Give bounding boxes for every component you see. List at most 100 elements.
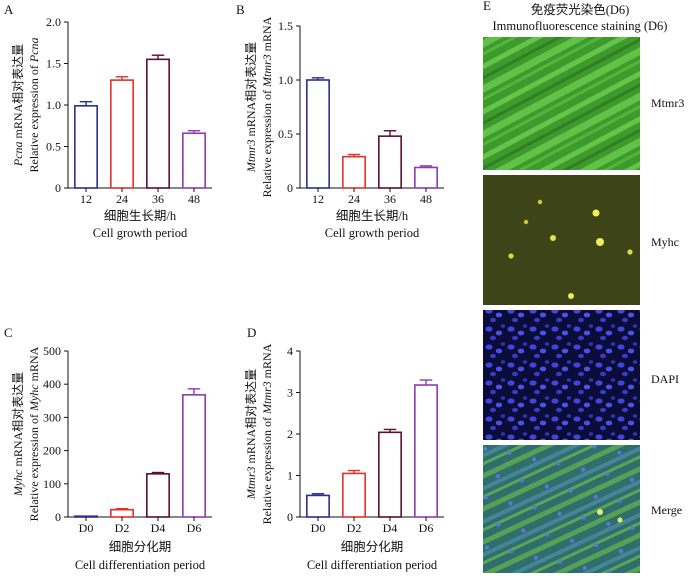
bar <box>342 472 366 518</box>
x-tick-label: D4 <box>151 521 166 535</box>
x-tick-label: 48 <box>188 192 200 206</box>
y-axis-label-en-suffix: mRNA <box>260 343 274 381</box>
bar <box>74 105 98 189</box>
chart-a: A 0 0.5 1.0 1.5 2.0 12 24 36 48 细胞生长期/h Cell growth… <box>4 2 212 240</box>
y-axis-label-cn-text: mRNA相对表达量 <box>244 42 258 140</box>
x-tick-label: 36 <box>152 192 164 206</box>
y-tick-label: 0.5 <box>278 127 293 141</box>
y-tick-label: 100 <box>43 477 61 491</box>
bar <box>414 384 438 518</box>
x-tick-label: 24 <box>116 192 128 206</box>
bar <box>110 79 134 189</box>
y-axis-label-en: Relative expression of Mtmr3 mRNA <box>260 343 274 524</box>
row-label-merge: Merge <box>651 503 682 517</box>
y-tick-label: 200 <box>43 444 61 458</box>
bar <box>146 58 170 189</box>
panel-letter: C <box>4 325 13 340</box>
x-tick-label: D0 <box>79 521 94 535</box>
y-tick-label: 400 <box>43 377 61 391</box>
y-axis-label-en-suffix: mRNA <box>27 346 41 384</box>
x-tick-label: D4 <box>383 521 398 535</box>
x-tick-label: 36 <box>384 192 396 206</box>
y-tick-label: 3 <box>287 386 293 400</box>
y-axis-label-gene: Myhc <box>11 469 25 497</box>
x-axis-label-cn: 细胞分化期 <box>109 540 172 554</box>
myhc-fluorescence-image <box>483 175 640 305</box>
bar <box>146 473 170 518</box>
y-axis-label-cn: Mtmr3 mRNA相对表达量 <box>244 42 258 173</box>
bar <box>342 155 366 189</box>
y-tick-label: 0.5 <box>46 140 61 154</box>
chart-b: B 0 0.5 1.0 1.5 12 24 36 48 细胞生长期/h Cell growth pe… <box>236 2 444 240</box>
x-axis-label-cn: 细胞分化期 <box>341 540 404 554</box>
x-axis-label-en: Cell differentiation period <box>75 558 206 572</box>
panel-e: E 免疫荧光染色(D6) Immunofluorescence staining… <box>483 0 684 573</box>
y-axis-label-en-gene: Mtmr3 <box>260 54 274 88</box>
bar <box>182 132 206 189</box>
y-tick-label: 500 <box>43 344 61 358</box>
panel-e-title-en: Immunofluorescence staining (D6) <box>493 19 668 33</box>
y-axis-label-gene: Pcna <box>11 142 25 168</box>
panel-letter: D <box>247 325 256 340</box>
chart-c: C 0 100 200 300 400 500 D0 D2 D4 D6 细胞分化期 Cell diffe… <box>4 325 212 572</box>
x-tick-label: D6 <box>419 521 434 535</box>
bar <box>306 79 330 189</box>
x-tick-label: D2 <box>347 521 362 535</box>
y-tick-label: 1.5 <box>278 19 293 33</box>
y-axis-label-en: Relative expression of Pcna <box>27 38 41 173</box>
y-tick-label: 1.0 <box>46 98 61 112</box>
x-tick-label: 48 <box>420 192 432 206</box>
y-tick-label: 1.0 <box>278 73 293 87</box>
x-axis-label-en: Cell differentiation period <box>307 558 438 572</box>
y-axis-label-cn: Mtmr3 mRNA相对表达量 <box>244 369 258 500</box>
bar <box>378 431 402 518</box>
bar <box>182 394 206 518</box>
x-tick-label: D6 <box>187 521 202 535</box>
x-tick-label: 12 <box>80 192 92 206</box>
mtmr3-fluorescence-image <box>483 37 640 170</box>
row-label-mtmr3: Mtmr3 <box>651 96 684 110</box>
bar <box>414 166 438 189</box>
x-axis-label-en: Cell growth period <box>325 226 420 240</box>
bar <box>306 494 330 518</box>
x-tick-label: 24 <box>348 192 360 206</box>
x-axis-label-cn: 细胞生长期/h <box>336 209 409 223</box>
x-axis-label-en: Cell growth period <box>93 226 188 240</box>
y-axis-label-cn-text: mRNA相对表达量 <box>11 44 25 142</box>
y-tick-label: 0 <box>287 181 293 195</box>
panel-e-title-cn: 免疫荧光染色(D6) <box>531 2 630 17</box>
y-tick-label: 2 <box>287 427 293 441</box>
y-tick-label: 300 <box>43 410 61 424</box>
y-tick-label: 0 <box>55 181 61 195</box>
y-axis-label-gene: Mtmr3 <box>244 140 258 174</box>
y-axis-label-en-text: Relative expression of <box>27 411 41 521</box>
y-axis-label-en: Relative expression of Myhc mRNA <box>27 346 41 521</box>
x-tick-label: D2 <box>115 521 130 535</box>
y-axis-label-en-text: Relative expression of <box>260 87 274 197</box>
y-tick-label: 1.5 <box>46 57 61 71</box>
y-axis-label-en-gene: Myhc <box>27 384 41 412</box>
y-tick-label: 0 <box>287 510 293 524</box>
x-tick-label: 12 <box>312 192 324 206</box>
y-axis-label-en: Relative expression of Mtmr3 mRNA <box>260 16 274 197</box>
bar <box>110 508 134 518</box>
row-label-myhc: Myhc <box>651 235 679 249</box>
y-axis-label-cn: Myhc mRNA相对表达量 <box>11 372 25 497</box>
dapi-fluorescence-image <box>483 310 640 440</box>
x-axis-label-cn: 细胞生长期/h <box>104 209 177 223</box>
y-axis-label-gene: Mtmr3 <box>244 467 258 501</box>
y-axis-label-en-gene: Mtmr3 <box>260 381 274 415</box>
y-axis-label-cn-text: mRNA相对表达量 <box>244 369 258 467</box>
x-tick-label: D0 <box>311 521 326 535</box>
y-axis-label-cn: Pcna mRNA相对表达量 <box>11 44 25 167</box>
y-tick-label: 4 <box>287 344 293 358</box>
y-axis-label-en-text: Relative expression of <box>27 62 41 172</box>
panel-letter-e: E <box>483 0 491 13</box>
y-axis-label-en-gene: Pcna <box>27 38 41 64</box>
y-tick-label: 2.0 <box>46 15 61 29</box>
panel-letter: B <box>236 2 245 17</box>
y-tick-label: 1 <box>287 469 293 483</box>
y-axis-label-en-text: Relative expression of <box>260 414 274 524</box>
